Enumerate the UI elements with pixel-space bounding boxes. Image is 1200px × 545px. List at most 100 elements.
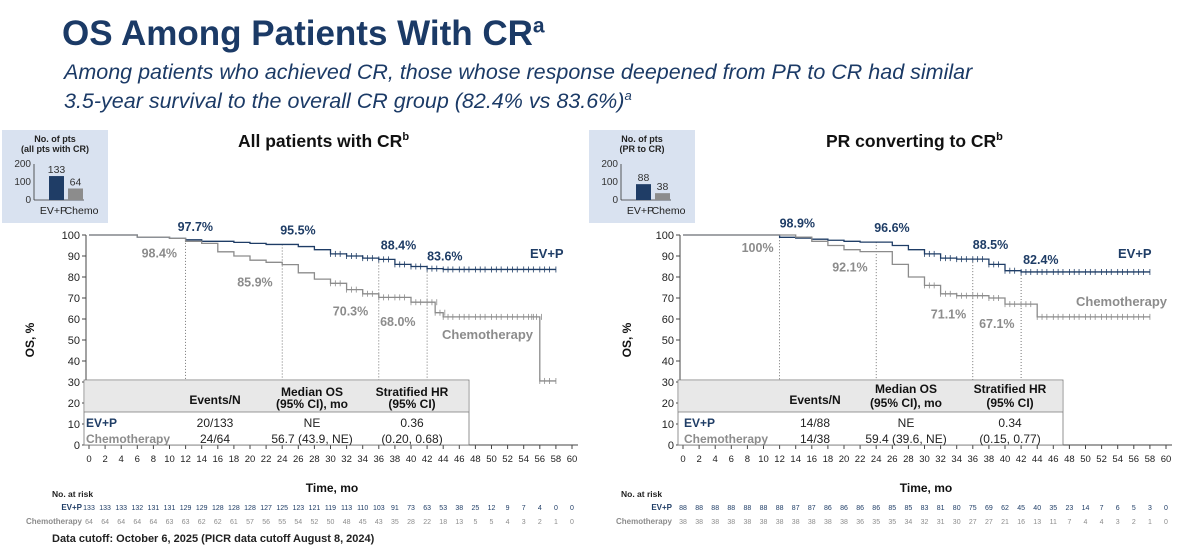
inset-bar-value: 38: [657, 181, 669, 193]
at-risk-value: 4: [1084, 519, 1088, 526]
x-tick-label: 10: [758, 454, 769, 465]
at-risk-value: 62: [1001, 505, 1009, 512]
table-header: (95% CI), mo: [870, 396, 942, 410]
y-tick-label: 90: [662, 251, 674, 263]
inset-bar-value: 64: [70, 176, 82, 188]
at-risk-value: 27: [985, 519, 993, 526]
at-risk-value: 13: [455, 519, 463, 526]
at-risk-value: 6: [1116, 505, 1120, 512]
at-risk-value: 88: [776, 505, 784, 512]
at-risk-value: 0: [570, 519, 574, 526]
at-risk-value: 131: [148, 505, 160, 512]
inset-category-label: Chemo: [65, 205, 99, 217]
at-risk-value: 64: [101, 519, 109, 526]
at-risk-value: 81: [937, 505, 945, 512]
x-tick-label: 8: [151, 454, 156, 465]
x-tick-label: 52: [1096, 454, 1107, 465]
table-cell: (0.15, 0.77): [979, 432, 1040, 446]
ev-landmark-label: 83.6%: [427, 250, 462, 264]
table-header: (95% CI): [388, 397, 435, 411]
at-risk-value: 7: [1067, 519, 1071, 526]
x-tick-label: 14: [196, 454, 207, 465]
at-risk-value: 36: [856, 519, 864, 526]
x-tick-label: 58: [551, 454, 562, 465]
table-header: Median OS: [281, 385, 343, 399]
at-risk-row-label: EV+P: [651, 503, 672, 512]
ev-landmark-label: 97.7%: [178, 220, 213, 234]
y-tick-label: 10: [68, 419, 80, 431]
x-axis-label: Time, mo: [306, 481, 358, 495]
at-risk-value: 128: [228, 505, 240, 512]
at-risk-value: 34: [905, 519, 913, 526]
inset-bar-ev: [49, 176, 64, 200]
table-cell: 59.4 (39.6, NE): [865, 432, 946, 446]
at-risk-value: 35: [872, 519, 880, 526]
x-tick-label: 22: [261, 454, 272, 465]
at-risk-value: 14: [1082, 505, 1090, 512]
at-risk-value: 48: [343, 519, 351, 526]
at-risk-value: 32: [921, 519, 929, 526]
inset-title: No. of pts (all pts with CR): [21, 134, 89, 154]
at-risk-value: 55: [278, 519, 286, 526]
x-tick-label: 34: [951, 454, 962, 465]
x-tick-label: 6: [135, 454, 140, 465]
at-risk-value: 73: [407, 505, 415, 512]
x-tick-label: 26: [887, 454, 898, 465]
table-header: Stratified HR: [974, 382, 1047, 396]
at-risk-value: 86: [856, 505, 864, 512]
table-cell: 0.36: [400, 416, 424, 430]
y-axis-label: OS, %: [620, 322, 634, 357]
table-row-label: Chemotherapy: [684, 432, 768, 446]
x-tick-label: 38: [390, 454, 401, 465]
at-risk-value: 2: [538, 519, 542, 526]
panel-title-left: All patients with CRb: [238, 131, 410, 151]
x-tick-label: 8: [745, 454, 750, 465]
x-tick-label: 36: [968, 454, 979, 465]
x-tick-label: 12: [180, 454, 191, 465]
inset-bar-chemo: [655, 193, 670, 200]
at-risk-value: 0: [554, 505, 558, 512]
page-subtitle: Among patients who achieved CR, those wh…: [64, 60, 1174, 113]
ev-landmark-label: 82.4%: [1023, 253, 1058, 267]
at-risk-value: 131: [164, 505, 176, 512]
at-risk-value: 88: [744, 505, 752, 512]
at-risk-value: 133: [115, 505, 127, 512]
at-risk-value: 53: [439, 505, 447, 512]
at-risk-value: 127: [260, 505, 272, 512]
at-risk-value: 30: [953, 519, 961, 526]
x-tick-label: 40: [406, 454, 417, 465]
x-tick-label: 18: [229, 454, 240, 465]
at-risk-value: 2: [1132, 519, 1136, 526]
x-tick-label: 30: [919, 454, 930, 465]
y-tick-label: 70: [662, 293, 674, 305]
at-risk-value: 123: [292, 505, 304, 512]
at-risk-value: 110: [357, 505, 368, 512]
at-risk-value: 129: [180, 505, 192, 512]
inset-title: No. of pts (PR to CR): [619, 134, 665, 154]
x-tick-label: 50: [1080, 454, 1091, 465]
x-tick-label: 58: [1145, 454, 1156, 465]
at-risk-value: 69: [985, 505, 993, 512]
at-risk-value: 128: [244, 505, 256, 512]
y-tick-label: 70: [68, 293, 80, 305]
at-risk-value: 5: [473, 519, 477, 526]
x-tick-label: 32: [341, 454, 352, 465]
x-tick-label: 20: [839, 454, 850, 465]
table-cell: NE: [898, 416, 915, 430]
table-cell: 14/38: [800, 432, 830, 446]
at-risk-value: 88: [711, 505, 719, 512]
chemo-landmark-label: 92.1%: [832, 261, 867, 275]
at-risk-value: 86: [824, 505, 832, 512]
chemo-landmark-label: 68.0%: [380, 315, 415, 329]
at-risk-value: 63: [423, 505, 431, 512]
at-risk-value: 86: [840, 505, 848, 512]
ev-landmark-label: 98.9%: [780, 216, 815, 230]
y-tick-label: 50: [68, 335, 80, 347]
chemo-series-label: Chemotherapy: [1076, 294, 1168, 309]
at-risk-value: 40: [1033, 505, 1041, 512]
x-tick-label: 16: [213, 454, 224, 465]
x-tick-label: 42: [1016, 454, 1027, 465]
inset-y-tick-label: 200: [14, 159, 31, 170]
x-tick-label: 12: [774, 454, 785, 465]
at-risk-value: 85: [905, 505, 913, 512]
